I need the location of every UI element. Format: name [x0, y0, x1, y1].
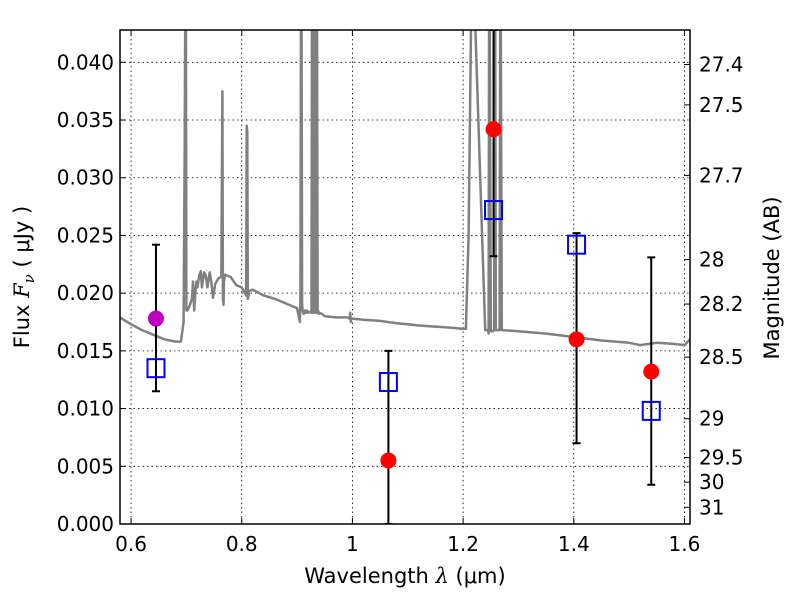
y-tick-label: 0.040: [57, 50, 114, 74]
model-square-marker: [378, 372, 398, 393]
y2-tick-label: 27.5: [699, 93, 744, 117]
model-spectrum: [120, 30, 690, 347]
model-square-marker: [641, 400, 661, 421]
y2-tick-label: 28: [699, 248, 724, 272]
y-axis-label: Flux Fν ( μJy ): [10, 206, 38, 348]
model-square-marker: [484, 200, 504, 221]
y-tick-label: 0.030: [57, 166, 114, 190]
observed-circle-marker: [568, 331, 585, 348]
y2-tick-label: 29.5: [699, 446, 744, 470]
y-tick-label: 0.015: [57, 339, 114, 363]
observed-circle-marker: [643, 363, 660, 380]
y2-tick-label: 31: [699, 495, 724, 519]
x-tick-label: 1.6: [669, 532, 701, 556]
y2-tick-label: 27.7: [699, 163, 744, 187]
y2-axis-label: Magnitude (AB): [760, 196, 784, 359]
plot-frame: [119, 29, 691, 525]
y2-tick-label: 28.5: [699, 345, 744, 369]
observed-circle-marker: [380, 452, 397, 469]
y-tick-label: 0.025: [57, 223, 114, 247]
y2-tick-label: 29: [699, 407, 724, 431]
x-tick-label: 0.8: [226, 532, 258, 556]
axis-ticks: 0.6 0.8 1 1.2 1.4 1.6 0.000 0.005 0.010 0.015 0.02…: [57, 30, 744, 556]
x-tick-label: 0.6: [115, 532, 147, 556]
data-markers: [146, 121, 661, 469]
model-square-marker: [567, 234, 587, 255]
x-tick-label: 1.4: [558, 532, 590, 556]
x-axis-label: Wavelength λ (μm): [304, 564, 505, 588]
x-tick-label: 1: [346, 532, 359, 556]
model-square-marker: [146, 358, 166, 379]
y2-tick-label: 28.2: [699, 292, 744, 316]
model-spectrum-line: [120, 30, 690, 347]
observed-circle-marker: [147, 310, 164, 327]
y-tick-label: 0.005: [57, 454, 114, 478]
y-tick-label: 0.020: [57, 281, 114, 305]
x-tick-label: 1.2: [447, 532, 479, 556]
y-tick-label: 0.000: [57, 512, 114, 536]
y2-tick-label: 30: [699, 470, 724, 494]
y-tick-label: 0.035: [57, 108, 114, 132]
y-tick-label: 0.010: [57, 397, 114, 421]
observed-circle-marker: [485, 121, 502, 138]
y2-tick-label: 27.4: [699, 52, 744, 76]
